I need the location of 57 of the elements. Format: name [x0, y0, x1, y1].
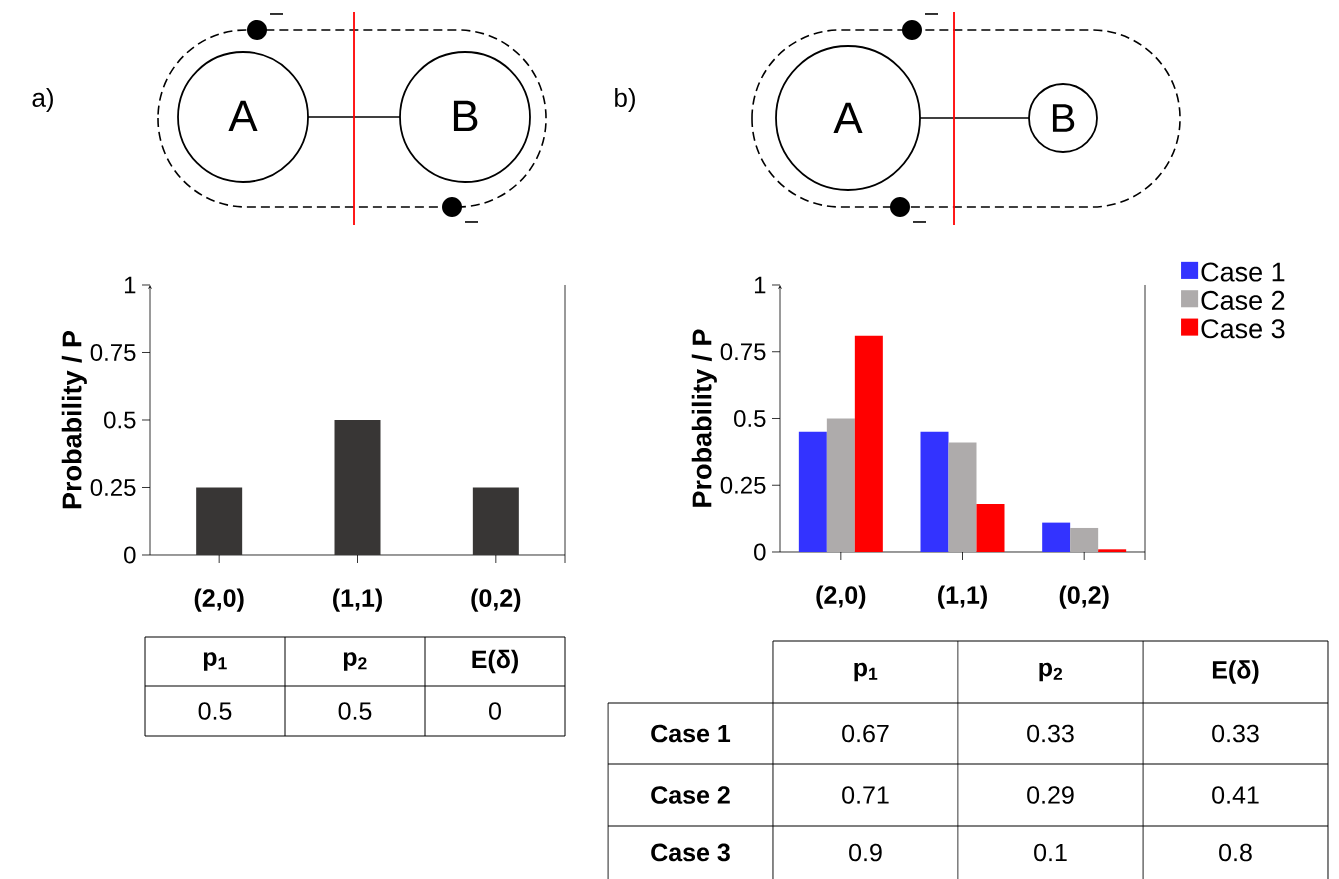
data-label: 0.41 — [1212, 785, 1259, 804]
y-tick-label: 0.25 — [720, 476, 766, 494]
bar — [920, 431, 949, 552]
bar — [1098, 549, 1127, 552]
legend-label: Case 3 — [1201, 318, 1285, 339]
y-axis-title: Probability / P — [61, 330, 87, 508]
data-label: 0.33 — [1027, 724, 1074, 743]
text: A — [228, 100, 258, 131]
y-tick-label: 0 — [124, 546, 136, 564]
data-label: 0.1 — [1034, 843, 1067, 862]
y-tick-label: 1 — [754, 276, 766, 294]
bar — [976, 503, 1005, 552]
bar — [1042, 522, 1071, 552]
data-label: 0.5 — [198, 701, 232, 720]
data-label: 0.9 — [849, 843, 882, 862]
y-tick-label: 0 — [754, 543, 766, 561]
category-label: E(δ) — [1212, 660, 1259, 684]
y-tick-label: 1 — [124, 276, 136, 294]
data-label: 0.67 — [842, 724, 889, 743]
x-tick-label: (0,2) — [471, 588, 521, 612]
text: Case 1 — [651, 724, 731, 743]
legend-label: Case 1 — [1201, 262, 1285, 282]
x-tick-label: (1,1) — [333, 588, 382, 612]
text: a) — [32, 87, 53, 112]
category-label: p$_{1}$ — [203, 651, 227, 671]
data-label: 0 — [489, 701, 501, 720]
text: B — [453, 100, 478, 131]
text: Case 2 — [651, 785, 730, 804]
y-axis-title: Probability / P — [691, 329, 717, 507]
text: b) — [615, 87, 635, 112]
x-tick-label: (2,0) — [816, 585, 866, 609]
x-tick-label: (0,2) — [1059, 585, 1109, 609]
legend-label: Case 2 — [1201, 290, 1285, 310]
y-tick-label: 0.75 — [90, 343, 136, 361]
text: B — [1052, 104, 1075, 132]
data-label: 0.33 — [1212, 724, 1259, 743]
bar — [948, 442, 977, 552]
y-tick-label: 0.25 — [90, 478, 136, 496]
bar — [798, 431, 827, 552]
x-tick-label: (2,0) — [194, 588, 244, 612]
category-label: p$_{1}$ — [854, 662, 878, 682]
x-tick-label: (1,1) — [938, 585, 987, 609]
category-label: E(δ) — [472, 649, 518, 673]
bar — [1070, 527, 1099, 552]
data-label: 0.71 — [842, 785, 889, 804]
data-label: 0.8 — [1219, 843, 1252, 862]
y-tick-label: 0.75 — [720, 343, 766, 360]
category-label: p$_{2}$ — [343, 651, 367, 671]
category-label: p$_{2}$ — [1039, 662, 1063, 682]
text: Case 3 — [651, 843, 730, 862]
bar — [854, 335, 883, 552]
y-tick-label: 0.5 — [734, 409, 766, 427]
data-label: 0.5 — [338, 701, 372, 720]
y-tick-label: 0.5 — [104, 411, 136, 429]
bar — [826, 418, 855, 552]
text: A — [833, 102, 863, 133]
data-label: 0.29 — [1027, 785, 1074, 804]
